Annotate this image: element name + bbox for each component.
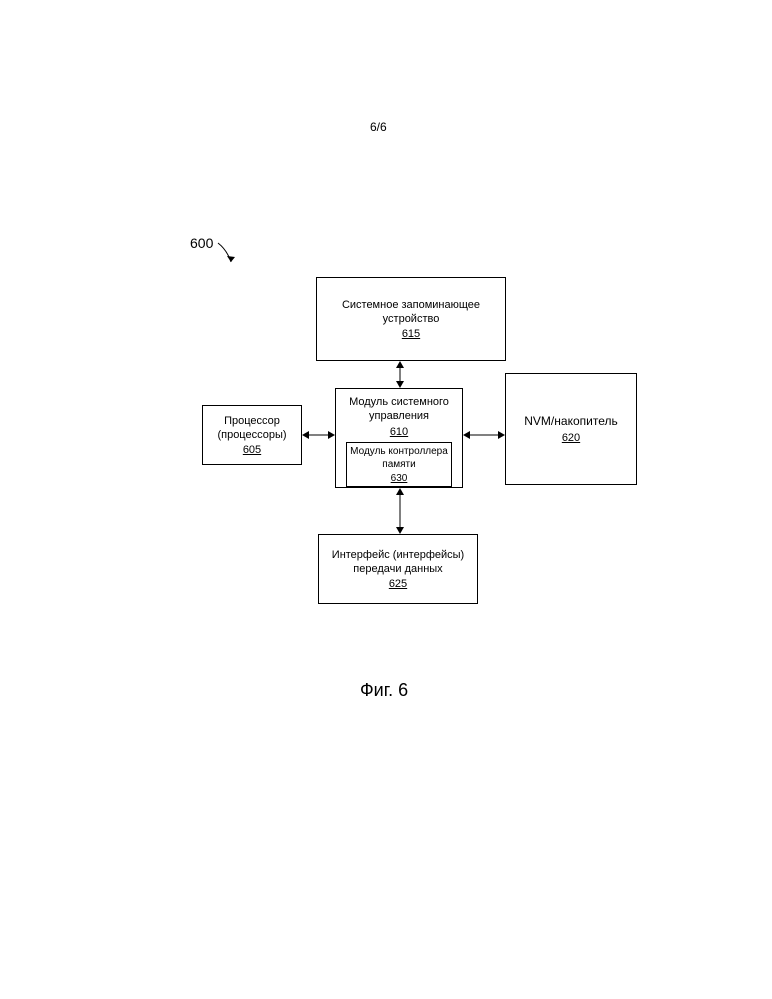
node-memory-controller-number: 630 <box>391 473 408 484</box>
figure-reference-label: 600 <box>190 235 213 251</box>
edge-sysmgmt-nvm <box>463 429 505 441</box>
node-nvm-storage: NVM/накопитель 620 <box>505 373 637 485</box>
node-interface: Интерфейс (интерфейсы) передачи данных 6… <box>318 534 478 604</box>
node-system-memory: Системное запоминающее устройство 615 <box>316 277 506 361</box>
node-system-mgmt: Модуль системного управления 610 Модуль … <box>335 388 463 488</box>
node-processor: Процессор (процессоры) 605 <box>202 405 302 465</box>
edge-sysmgmt-processor <box>302 429 335 441</box>
node-nvm-storage-label: NVM/накопитель <box>524 414 617 430</box>
edge-sysmgmt-iface <box>394 488 406 534</box>
edge-sysmgmt-memory <box>394 361 406 388</box>
node-system-mgmt-label: Модуль системного управления <box>340 395 458 424</box>
figure-reference-arrow <box>215 240 245 270</box>
node-interface-label: Интерфейс (интерфейсы) передачи данных <box>323 548 473 577</box>
figure-caption: Фиг. 6 <box>360 680 408 701</box>
page-number: 6/6 <box>370 120 387 134</box>
node-memory-controller: Модуль контроллера памяти 630 <box>346 442 452 487</box>
node-nvm-storage-number: 620 <box>562 432 580 444</box>
node-system-memory-number: 615 <box>402 328 420 340</box>
node-interface-number: 625 <box>389 578 407 590</box>
node-system-mgmt-number: 610 <box>390 426 408 438</box>
node-processor-number: 605 <box>243 444 261 456</box>
node-memory-controller-label: Модуль контроллера памяти <box>349 445 449 471</box>
node-system-memory-label: Системное запоминающее устройство <box>321 298 501 327</box>
node-processor-label: Процессор (процессоры) <box>207 414 297 443</box>
